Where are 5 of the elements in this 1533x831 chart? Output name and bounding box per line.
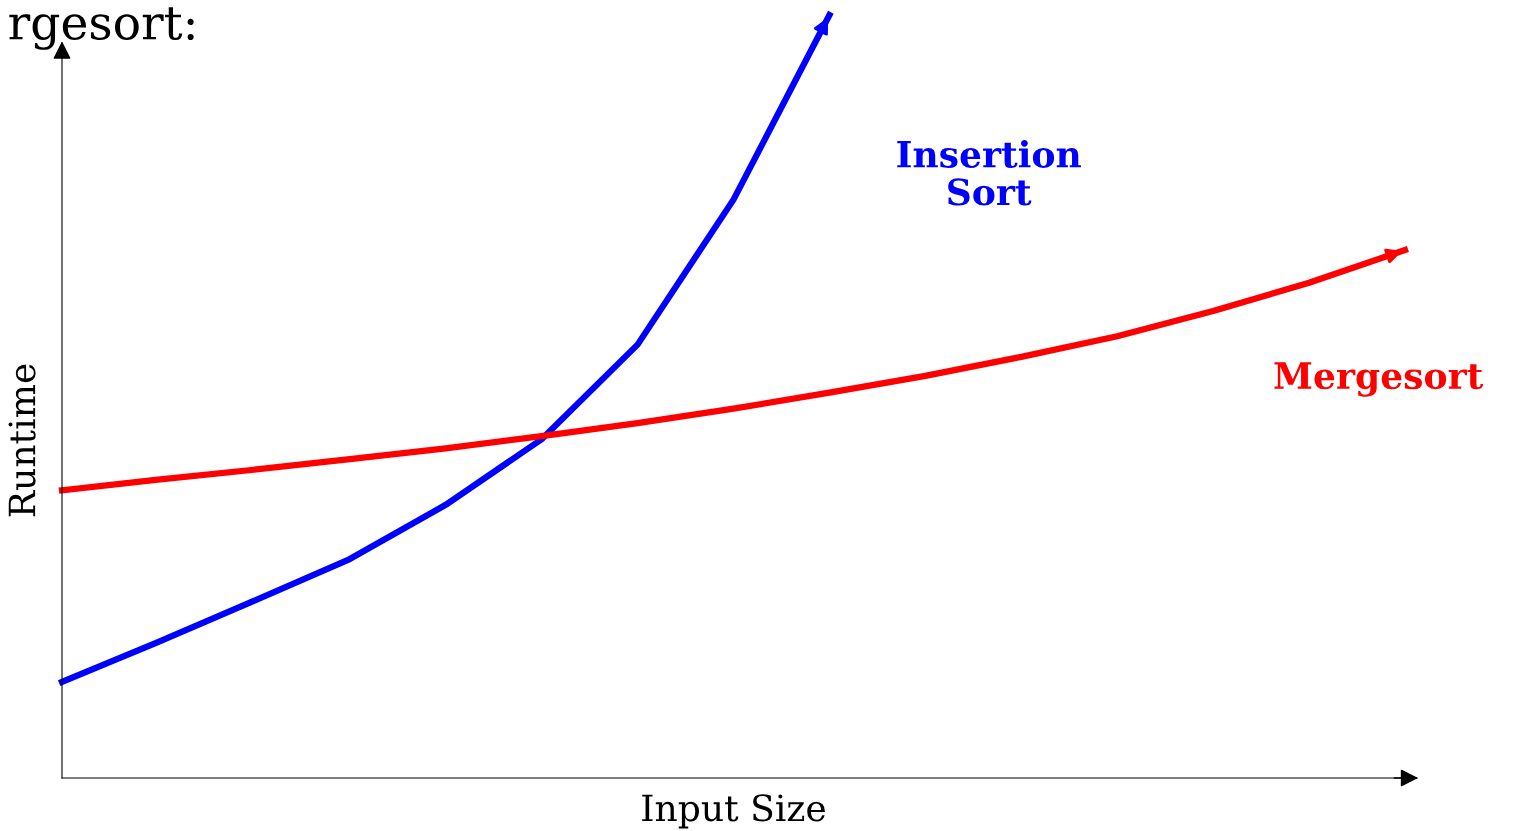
- chart-title: rgesort:: [9, 7, 194, 50]
- series-label: Mergesort: [1274, 362, 1484, 397]
- y-axis-title: Runtime: [8, 364, 36, 517]
- text: Insertion Sort: [897, 139, 1081, 206]
- x-axis-title: Input Size: [642, 794, 825, 829]
